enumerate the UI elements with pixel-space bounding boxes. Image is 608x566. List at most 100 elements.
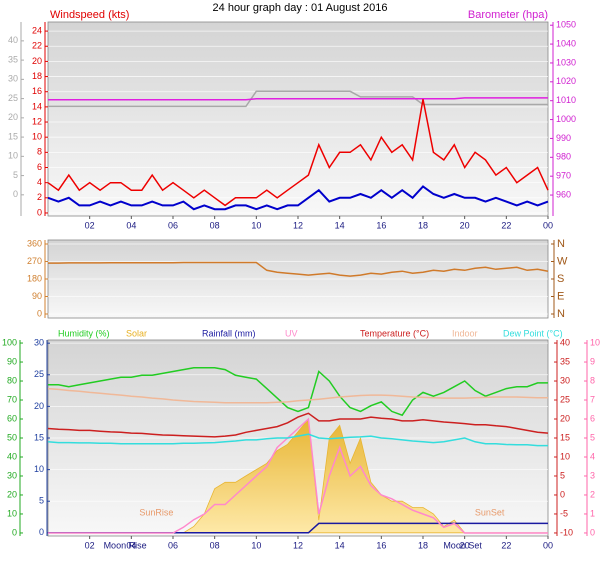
legend-label: Temperature (°C) [360, 328, 429, 338]
y-tick-label: 10 [32, 132, 42, 142]
x-tick-label: 16 [376, 540, 386, 550]
line [48, 97, 548, 101]
legend-label: UV [285, 328, 298, 338]
y-tick-label: 0 [590, 527, 595, 537]
x-tick-label: 22 [501, 220, 511, 230]
y-tick-label: 20 [8, 112, 18, 122]
x-tick-label: 08 [210, 220, 220, 230]
x-tick-label: 02 [85, 220, 95, 230]
y-tick-label: 30 [7, 470, 17, 480]
y-tick-label: 25 [560, 394, 570, 404]
x-tick-label: 18 [418, 540, 428, 550]
y-tick-label: 8 [590, 375, 595, 385]
y-tick-label: 80 [7, 375, 17, 385]
x-tick-label: 10 [251, 540, 261, 550]
line [47, 185, 549, 211]
y2-axis-label: Barometer (hpa) [468, 9, 548, 21]
y-tick-label: 980 [556, 152, 571, 162]
y-tick-label: 15 [8, 131, 18, 141]
y-tick-label: 10 [590, 337, 600, 347]
line [47, 433, 548, 447]
y-tick-label: 0 [560, 489, 565, 499]
x-tick-label: 16 [376, 220, 386, 230]
x-tick-label: 10 [251, 220, 261, 230]
y-tick-label: 8 [37, 147, 42, 157]
y-tick-label: 30 [8, 74, 18, 84]
y-tick-label: 4 [590, 451, 595, 461]
y-tick-label: 5 [590, 432, 595, 442]
x-tick-label: 12 [293, 220, 303, 230]
y-tick-label: 1050 [556, 20, 576, 30]
x-tick-label: 04 [126, 540, 136, 550]
y-tick-label: S [557, 273, 564, 285]
y-tick-label: 4 [37, 177, 42, 187]
y-tick-label: 70 [7, 394, 17, 404]
annotation: SunSet [475, 507, 505, 517]
y-tick-label: 90 [7, 356, 17, 366]
y-tick-label: 18 [32, 71, 42, 81]
chart-title: 24 hour graph day : 01 August 2016 [213, 2, 388, 14]
y-tick-label: 10 [560, 451, 570, 461]
y-tick-label: 6 [590, 413, 595, 423]
y-tick-label: 30 [34, 338, 44, 348]
y-tick-label: 960 [556, 189, 571, 199]
x-tick-label: 02 [85, 540, 95, 550]
legend-label: Dew Point (°C) [503, 328, 563, 338]
x-tick-label: 20 [460, 540, 470, 550]
y-tick-label: 1040 [556, 38, 576, 48]
y-tick-label: 0 [13, 189, 18, 199]
x-tick-label: 06 [168, 220, 178, 230]
y-tick-label: 35 [560, 356, 570, 366]
y-tick-label: 24 [32, 25, 42, 35]
y-tick-label: 40 [7, 451, 17, 461]
line [48, 90, 548, 108]
y-tick-label: 1030 [556, 57, 576, 67]
line [47, 387, 548, 404]
line [48, 417, 548, 534]
y-tick-label: 12 [32, 116, 42, 126]
x-tick-label: 08 [210, 540, 220, 550]
y-tick-label: 20 [34, 401, 44, 411]
y-tick-label: 60 [7, 413, 17, 423]
y-tick-label: 22 [32, 41, 42, 51]
y-tick-label: 1020 [556, 76, 576, 86]
y-tick-label: 15 [34, 432, 44, 442]
y-tick-label: 14 [32, 101, 42, 111]
y-tick-label: 0 [37, 207, 42, 217]
y-tick-label: 25 [34, 369, 44, 379]
y-tick-label: 90 [32, 291, 42, 301]
x-tick-label: 00 [543, 540, 553, 550]
y-tick-label: 990 [556, 133, 571, 143]
y-tick-label: 2 [590, 489, 595, 499]
y-tick-label: 9 [590, 356, 595, 366]
y-tick-label: N [557, 238, 565, 250]
x-tick-label: 06 [168, 540, 178, 550]
y-tick-label: 25 [8, 93, 18, 103]
y-tick-label: 1010 [556, 95, 576, 105]
x-tick-label: 20 [460, 220, 470, 230]
y-tick-label: 270 [27, 256, 42, 266]
y-tick-label: 360 [27, 238, 42, 248]
legend-label: Solar [126, 328, 147, 338]
annotation: Moon Rise [104, 540, 147, 550]
y-axis-label: Windspeed (kts) [50, 9, 129, 21]
line [47, 99, 549, 207]
y-tick-label: 0 [12, 527, 17, 537]
line [48, 366, 548, 417]
y-tick-label: 10 [34, 464, 44, 474]
y-tick-label: 50 [7, 432, 17, 442]
y-tick-label: 40 [560, 337, 570, 347]
y-tick-label: 180 [27, 273, 42, 283]
legend-label: Rainfall (mm) [202, 328, 256, 338]
plot-area [47, 21, 549, 217]
y-tick-label: 16 [32, 86, 42, 96]
line [48, 261, 549, 277]
legend-label: Indoor [452, 328, 478, 338]
y-tick-label: 6 [37, 162, 42, 172]
x-tick-label: 12 [293, 540, 303, 550]
annotation: SunRise [139, 507, 173, 517]
y-tick-label: 970 [556, 171, 571, 181]
y-tick-label: -5 [560, 508, 568, 518]
y-tick-label: 35 [8, 54, 18, 64]
